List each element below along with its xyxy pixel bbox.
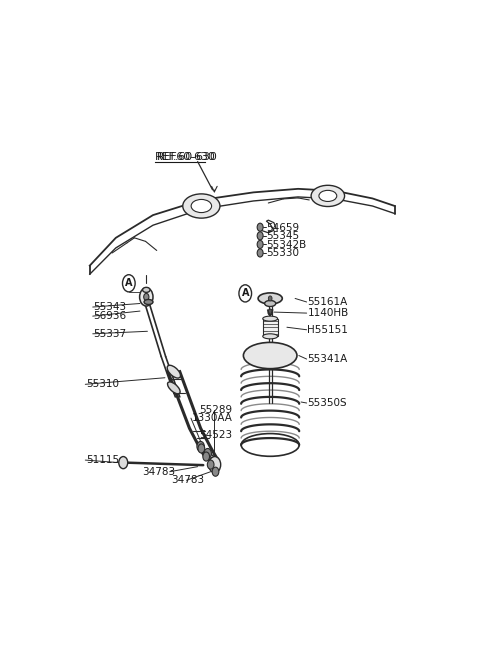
Circle shape bbox=[197, 441, 204, 451]
Text: REF.60-630: REF.60-630 bbox=[155, 152, 216, 162]
Text: A: A bbox=[241, 289, 249, 298]
Ellipse shape bbox=[183, 194, 220, 218]
Text: 55341A: 55341A bbox=[307, 354, 348, 364]
Ellipse shape bbox=[144, 299, 153, 304]
Circle shape bbox=[204, 449, 211, 459]
Text: 54659: 54659 bbox=[266, 223, 300, 233]
Circle shape bbox=[268, 309, 273, 315]
Ellipse shape bbox=[311, 185, 345, 207]
Text: 54523: 54523 bbox=[200, 430, 233, 440]
Text: 34783: 34783 bbox=[172, 476, 205, 485]
Ellipse shape bbox=[263, 334, 277, 339]
Text: 1140HB: 1140HB bbox=[307, 308, 348, 318]
Circle shape bbox=[257, 232, 263, 240]
Circle shape bbox=[207, 460, 214, 469]
Circle shape bbox=[209, 458, 216, 468]
Text: 55310: 55310 bbox=[86, 379, 119, 389]
Text: 55161A: 55161A bbox=[307, 297, 348, 307]
Text: A: A bbox=[125, 278, 132, 288]
Circle shape bbox=[268, 296, 272, 301]
Ellipse shape bbox=[168, 382, 180, 394]
Ellipse shape bbox=[319, 190, 337, 201]
Text: 51115: 51115 bbox=[86, 455, 119, 465]
Text: 55337: 55337 bbox=[94, 329, 127, 338]
Circle shape bbox=[140, 288, 153, 306]
Text: 55345: 55345 bbox=[266, 232, 300, 241]
Circle shape bbox=[203, 452, 210, 461]
Circle shape bbox=[257, 240, 263, 249]
Text: 56936: 56936 bbox=[94, 311, 127, 321]
Ellipse shape bbox=[263, 316, 277, 321]
Text: 55343: 55343 bbox=[94, 302, 127, 312]
Circle shape bbox=[198, 444, 204, 453]
Ellipse shape bbox=[264, 300, 276, 306]
Text: 34783: 34783 bbox=[142, 466, 175, 477]
Ellipse shape bbox=[191, 199, 212, 213]
Text: 1330AA: 1330AA bbox=[192, 413, 233, 423]
Bar bbox=[263, 319, 277, 337]
Circle shape bbox=[119, 457, 128, 468]
Text: 55342B: 55342B bbox=[266, 240, 307, 250]
Text: REF.60-630: REF.60-630 bbox=[156, 152, 217, 162]
Text: 55350S: 55350S bbox=[307, 398, 347, 408]
Ellipse shape bbox=[143, 287, 150, 293]
Text: H55151: H55151 bbox=[307, 325, 348, 335]
Circle shape bbox=[212, 467, 219, 476]
Ellipse shape bbox=[243, 342, 297, 369]
Circle shape bbox=[257, 249, 263, 257]
Circle shape bbox=[209, 457, 221, 473]
Text: 55330: 55330 bbox=[266, 249, 300, 258]
Text: 55289: 55289 bbox=[200, 405, 233, 415]
Circle shape bbox=[144, 293, 149, 300]
Ellipse shape bbox=[167, 365, 180, 378]
Circle shape bbox=[257, 223, 263, 232]
Ellipse shape bbox=[206, 453, 217, 464]
Ellipse shape bbox=[258, 293, 282, 304]
